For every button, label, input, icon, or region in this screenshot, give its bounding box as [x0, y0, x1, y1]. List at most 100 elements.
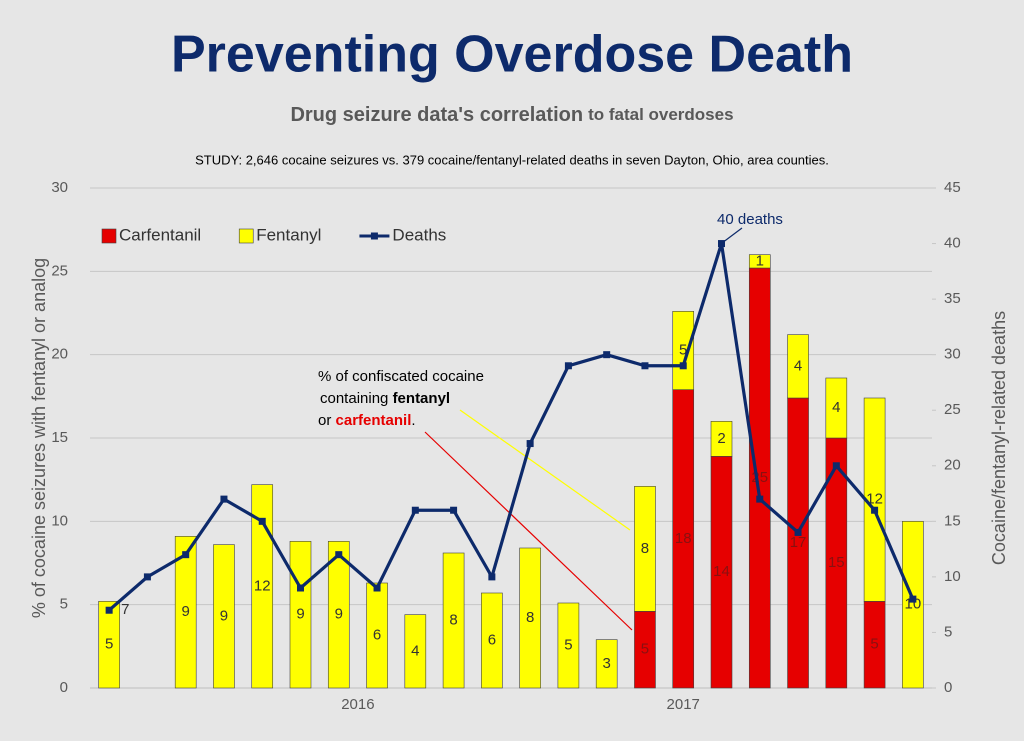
line-marker: [297, 584, 304, 592]
bar: [481, 592, 503, 689]
legend: Carfentanil Fentanyl Deaths: [101, 225, 446, 244]
x-group-label: 2016: [341, 696, 374, 713]
bar: [595, 639, 618, 689]
y-tick-label: 5: [60, 596, 68, 613]
y-tick-label: 0: [60, 679, 68, 696]
y2-tick-label: 45: [944, 179, 961, 196]
line-marker: [143, 573, 151, 581]
bar-value-label: 9: [182, 603, 190, 620]
legend-swatch: [101, 228, 117, 244]
line-marker: [411, 506, 419, 514]
bar-value-label: 8: [641, 540, 649, 557]
legend-marker: [370, 232, 378, 240]
bar-value-label: 9: [220, 607, 228, 624]
line-marker: [105, 606, 113, 614]
line-value-label: 7: [121, 601, 129, 618]
line-marker: [641, 362, 649, 370]
y2-tick-label: 30: [944, 346, 961, 363]
bar-value-label: 14: [713, 563, 730, 580]
bar-value-label: 5: [105, 636, 113, 653]
y-tick-label: 20: [51, 346, 68, 363]
bar: [902, 521, 924, 689]
y-tick-label: 10: [51, 512, 68, 529]
chart-subtitle: Drug seizure data's correlation to fatal …: [290, 104, 733, 126]
annotation-line: containing: [320, 390, 393, 407]
bar-value-label: 6: [373, 626, 381, 643]
bar-value-label: 9: [335, 606, 343, 623]
line-marker: [488, 573, 496, 581]
y2-axis-title: Cocaine/fentanyl-related deaths: [989, 311, 1009, 565]
legend-label: Fentanyl: [256, 225, 321, 244]
bar-value-label: 3: [603, 655, 611, 672]
bar: [787, 334, 809, 399]
y2-tick-label: 25: [944, 401, 961, 418]
bar: [251, 484, 274, 689]
bar-value-label: 12: [254, 577, 271, 594]
bar-value-label: 4: [832, 399, 840, 416]
bar-value-label: 1: [756, 252, 764, 269]
annotation-lines: [424, 227, 743, 631]
line-marker: [871, 506, 879, 514]
bar-value-label: 4: [411, 642, 419, 659]
y-tick-label: 30: [51, 179, 68, 196]
line-marker: [794, 528, 802, 536]
legend-label: Carfentanil: [119, 225, 201, 244]
line-marker: [832, 462, 840, 470]
legend-label: Deaths: [392, 225, 446, 244]
bar: [213, 544, 235, 689]
fentanyl-pointer: [459, 409, 631, 531]
carfentanil-pointer: [424, 431, 633, 631]
y-tick-label: 25: [51, 262, 68, 279]
line-marker: [564, 362, 572, 370]
subtitle-main: Drug seizure data's correlation: [290, 104, 583, 126]
bar-value-label: 6: [488, 631, 496, 648]
legend-swatch: [238, 228, 254, 244]
lines: 7: [105, 240, 917, 618]
bar: [748, 254, 771, 269]
y2-tick-label: 40: [944, 235, 961, 252]
bar: [672, 311, 695, 390]
bar-value-label: 2: [717, 430, 725, 447]
line-marker: [258, 517, 266, 525]
annotation-fentanyl: fentanyl: [393, 390, 451, 407]
annotation-line: % of confiscated cocaine: [318, 368, 484, 385]
line-marker: [718, 240, 725, 248]
line-marker: [526, 440, 534, 448]
bar: [174, 536, 197, 689]
bar: [519, 547, 541, 689]
line-marker: [679, 362, 687, 370]
annotation-peak: 40 deaths: [717, 211, 783, 228]
annotation-line: or: [318, 412, 336, 429]
bar: [327, 541, 350, 689]
y2-tick-label: 15: [944, 512, 961, 529]
bar-value-label: 5: [564, 636, 572, 653]
bar-value-label: 4: [794, 357, 802, 374]
y2-tick-label: 5: [944, 623, 952, 640]
chart-title: Preventing Overdose Death: [171, 26, 853, 84]
x-group-label: 2017: [667, 696, 700, 713]
bar: [442, 552, 465, 689]
annotation-period: .: [411, 412, 415, 429]
y2-tick-label: 10: [944, 568, 961, 585]
bar: [404, 614, 427, 689]
bar-value-label: 8: [526, 609, 534, 626]
bar: [98, 601, 120, 689]
line: [108, 241, 915, 612]
bar-value-label: 5: [641, 641, 649, 658]
bar: [366, 582, 388, 689]
deaths-pointer: [721, 227, 743, 244]
y-tick-label: 15: [51, 429, 68, 446]
line-marker: [335, 551, 343, 559]
bar-value-label: 15: [828, 554, 845, 571]
study-note: STUDY: 2,646 cocaine seizures vs. 379 co…: [195, 152, 829, 167]
line-marker: [603, 351, 611, 359]
bar-value-label: 25: [751, 469, 768, 486]
annotation-carfentanil: carfentanil: [336, 412, 412, 429]
bar: [710, 421, 733, 457]
bar-value-label: 5: [870, 636, 878, 653]
annotation-note: % of confiscated cocaine containing fent…: [318, 368, 488, 429]
bar: [634, 486, 656, 612]
bar: [557, 602, 580, 689]
